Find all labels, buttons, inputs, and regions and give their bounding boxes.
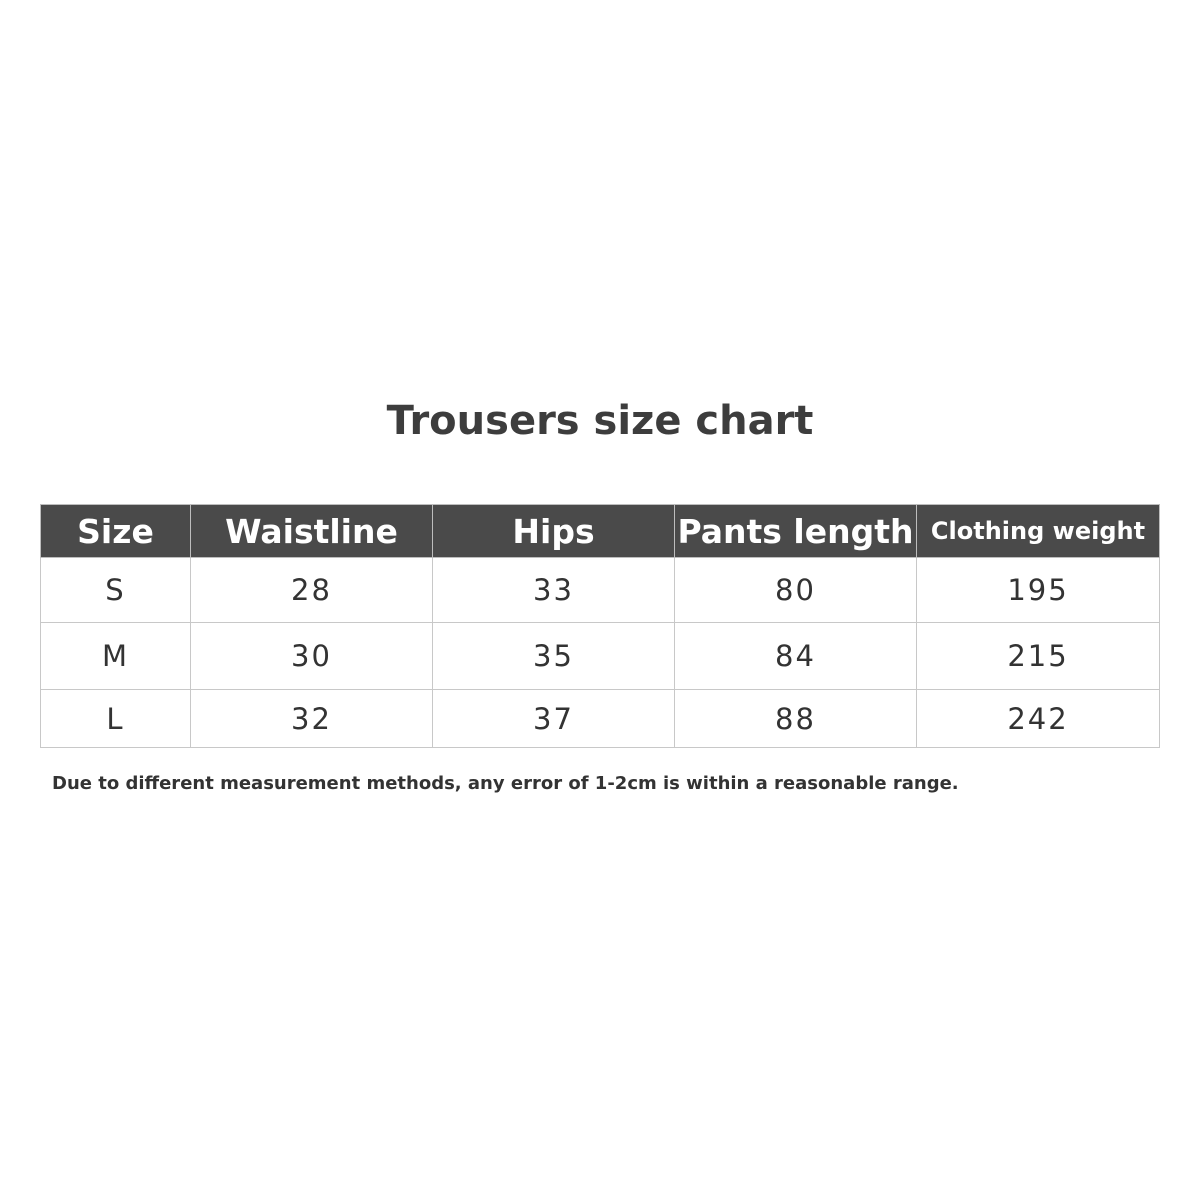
table-row: M 30 35 84 215 <box>40 622 1160 690</box>
cell-waistline: 32 <box>190 689 433 748</box>
header-waistline: Waistline <box>190 504 433 558</box>
table-row: S 28 33 80 195 <box>40 557 1160 623</box>
header-size: Size <box>40 504 191 558</box>
cell-clothing-weight: 215 <box>916 622 1160 690</box>
header-pants-length: Pants length <box>674 504 917 558</box>
measurement-note: Due to different measurement methods, an… <box>52 773 959 794</box>
cell-size: M <box>40 622 191 690</box>
cell-clothing-weight: 242 <box>916 689 1160 748</box>
cell-hips: 35 <box>432 622 675 690</box>
cell-size: L <box>40 689 191 748</box>
cell-hips: 33 <box>432 557 675 623</box>
cell-waistline: 30 <box>190 622 433 690</box>
cell-pants-length: 84 <box>674 622 917 690</box>
cell-pants-length: 80 <box>674 557 917 623</box>
header-row: Size Waistline Hips Pants length Clothin… <box>40 504 1160 558</box>
cell-size: S <box>40 557 191 623</box>
size-table: Size Waistline Hips Pants length Clothin… <box>40 504 1160 748</box>
cell-hips: 37 <box>432 689 675 748</box>
cell-clothing-weight: 195 <box>916 557 1160 623</box>
header-clothing-weight: Clothing weight <box>916 504 1160 558</box>
table-row: L 32 37 88 242 <box>40 689 1160 748</box>
chart-title: Trousers size chart <box>386 398 814 444</box>
cell-waistline: 28 <box>190 557 433 623</box>
header-hips: Hips <box>432 504 675 558</box>
cell-pants-length: 88 <box>674 689 917 748</box>
